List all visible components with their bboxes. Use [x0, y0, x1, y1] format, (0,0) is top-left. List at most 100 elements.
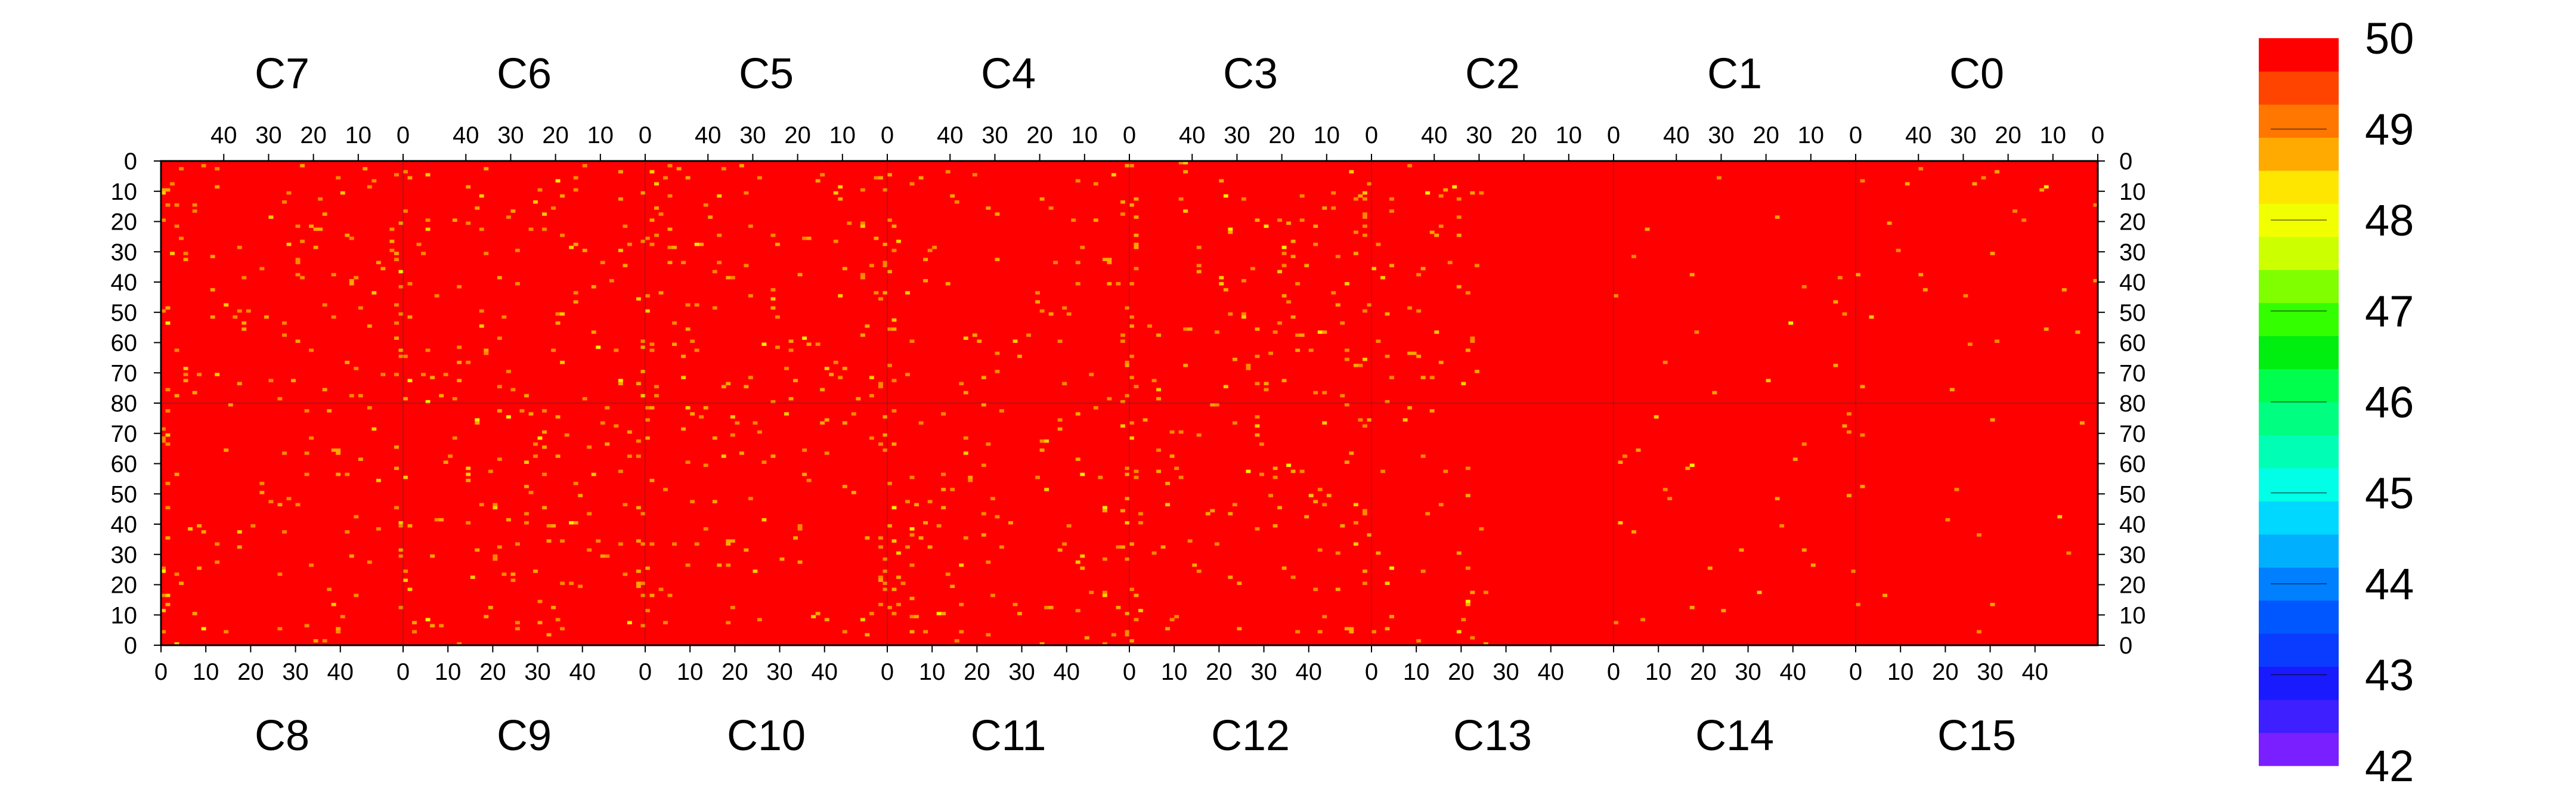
top-x-tick-label: 20 [784, 122, 811, 148]
pixel-cell [1057, 427, 1063, 431]
pixel-cell [726, 275, 731, 280]
pixel-cell [923, 278, 928, 283]
pixel-cell [555, 454, 561, 458]
pixel-cell [371, 291, 377, 295]
pixel-cell [869, 394, 874, 398]
pixel-cell [887, 524, 892, 528]
pixel-cell [963, 336, 968, 340]
top-x-tick-label: 20 [1268, 122, 1295, 148]
bottom-x-tick-label: 20 [1690, 659, 1717, 685]
pixel-cell [1196, 433, 1202, 437]
pixel-cell [1246, 367, 1251, 370]
pixel-cell [1107, 261, 1112, 265]
pixel-cell [573, 176, 578, 179]
pixel-cell [349, 278, 354, 283]
pixel-cell [309, 436, 314, 440]
chip-cells-c14 [1614, 412, 1856, 624]
pixel-cell [663, 176, 668, 179]
pixel-cell [636, 569, 641, 573]
pixel-cell [1107, 397, 1112, 401]
pixel-cell [537, 436, 543, 440]
pixel-cell [2093, 278, 2098, 283]
pixel-cell [878, 545, 883, 549]
pixel-cell [1429, 230, 1435, 234]
pixel-cell [1322, 503, 1327, 507]
pixel-cell [394, 336, 399, 340]
pixel-cell [295, 273, 301, 277]
pixel-cell [1362, 581, 1367, 585]
pixel-cell [1429, 409, 1435, 413]
pixel-cell [331, 273, 336, 277]
pixel-cell [165, 442, 171, 446]
top-x-tick-label: 30 [982, 122, 1008, 148]
top-x-tick-label: 20 [542, 122, 569, 148]
pixel-cell [1102, 590, 1107, 595]
pixel-cell [883, 587, 888, 592]
pixel-cell [869, 612, 874, 615]
pixel-cell [770, 400, 776, 404]
pixel-cell [1129, 164, 1134, 168]
colorbar-segment [2259, 236, 2339, 270]
pixel-cell [233, 315, 238, 319]
pixel-cell [685, 406, 691, 410]
pixel-cell [1151, 551, 1157, 555]
pixel-cell [645, 609, 650, 612]
pixel-cell [1286, 463, 1292, 468]
pixel-cell [1896, 249, 1901, 252]
pixel-cell [1694, 330, 1699, 334]
pixel-cell [1228, 227, 1233, 231]
pixel-cell [744, 385, 749, 389]
pixel-cell [497, 336, 502, 340]
pixel-cell [1385, 354, 1390, 358]
pixel-cell [1129, 421, 1134, 425]
pixel-cell [1963, 294, 1968, 298]
pixel-cell [215, 373, 220, 376]
pixel-cell [1125, 497, 1130, 500]
pixel-cell [1120, 400, 1125, 404]
pixel-cell [264, 315, 269, 319]
pixel-cell [443, 373, 448, 376]
pixel-cell [1313, 500, 1318, 503]
pixel-cell [1385, 627, 1390, 631]
pixel-cell [560, 581, 565, 585]
pixel-cell [2093, 203, 2098, 207]
pixel-cell [403, 354, 408, 358]
pixel-cell [1335, 551, 1340, 555]
pixel-cell [1134, 267, 1139, 271]
pixel-cell [820, 421, 825, 425]
pixel-cell [1277, 218, 1282, 222]
pixel-cell [533, 454, 538, 458]
pixel-cell [1035, 300, 1040, 304]
pixel-cell [376, 478, 381, 482]
pixel-cell [1362, 233, 1367, 237]
pixel-cell [1125, 306, 1130, 310]
pixel-cell [891, 327, 897, 331]
pixel-cell [242, 275, 247, 280]
pixel-cell [1775, 497, 1780, 500]
colorbar-segment [2259, 633, 2339, 667]
pixel-cell [672, 321, 677, 325]
colorbar: 50 49 48 47 46 45 44 43 42 [2259, 14, 2414, 791]
colorbar-segment [2259, 435, 2339, 469]
pixel-cell [914, 503, 919, 507]
chip-label-c5: C5 [739, 50, 794, 98]
pixel-cell [1407, 164, 1413, 168]
pixel-cell [1631, 530, 1636, 534]
pixel-cell [1120, 200, 1125, 204]
pixel-cell [851, 491, 856, 494]
pixel-cell [1125, 630, 1130, 634]
top-x-tick-label: 20 [1026, 122, 1053, 148]
pixel-cell [1026, 333, 1031, 337]
pixel-cell [1156, 397, 1161, 401]
pixel-cell [1367, 303, 1372, 307]
pixel-cell [927, 545, 933, 549]
pixel-cell [542, 506, 547, 510]
pixel-cell [466, 221, 471, 225]
pixel-cell [860, 273, 865, 277]
pixel-cell [1304, 264, 1309, 268]
chip-label-c2: C2 [1465, 50, 1520, 98]
pixel-cell [605, 442, 610, 446]
pixel-cell [645, 436, 650, 440]
pixel-cell [891, 539, 897, 543]
